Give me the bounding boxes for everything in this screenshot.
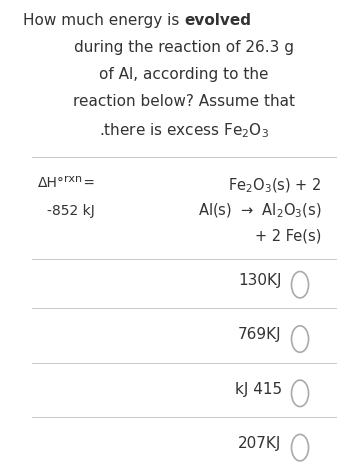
Text: kJ 415: kJ 415 <box>235 381 282 397</box>
Text: ΔH°: ΔH° <box>38 176 65 190</box>
Text: during the reaction of 26.3 g: during the reaction of 26.3 g <box>74 40 294 55</box>
Text: + 2 Fe(s): + 2 Fe(s) <box>255 228 321 243</box>
Text: rxn: rxn <box>64 174 82 184</box>
Text: 769KJ: 769KJ <box>238 327 282 342</box>
Text: Fe$_2$O$_3$(s) + 2: Fe$_2$O$_3$(s) + 2 <box>228 176 321 194</box>
Text: of Al, according to the: of Al, according to the <box>99 67 269 82</box>
Text: .there is excess Fe$_2$O$_3$: .there is excess Fe$_2$O$_3$ <box>99 121 269 140</box>
Text: Al(s)  →  Al$_2$O$_3$(s): Al(s) → Al$_2$O$_3$(s) <box>198 202 321 220</box>
Text: evolved: evolved <box>184 13 251 28</box>
Text: -852 kJ: -852 kJ <box>47 204 95 218</box>
Text: =: = <box>79 176 95 190</box>
Text: 130KJ: 130KJ <box>238 273 282 288</box>
Text: How much energy is: How much energy is <box>23 13 184 28</box>
Text: reaction below? Assume that: reaction below? Assume that <box>73 94 295 109</box>
Text: 207KJ: 207KJ <box>238 436 282 451</box>
